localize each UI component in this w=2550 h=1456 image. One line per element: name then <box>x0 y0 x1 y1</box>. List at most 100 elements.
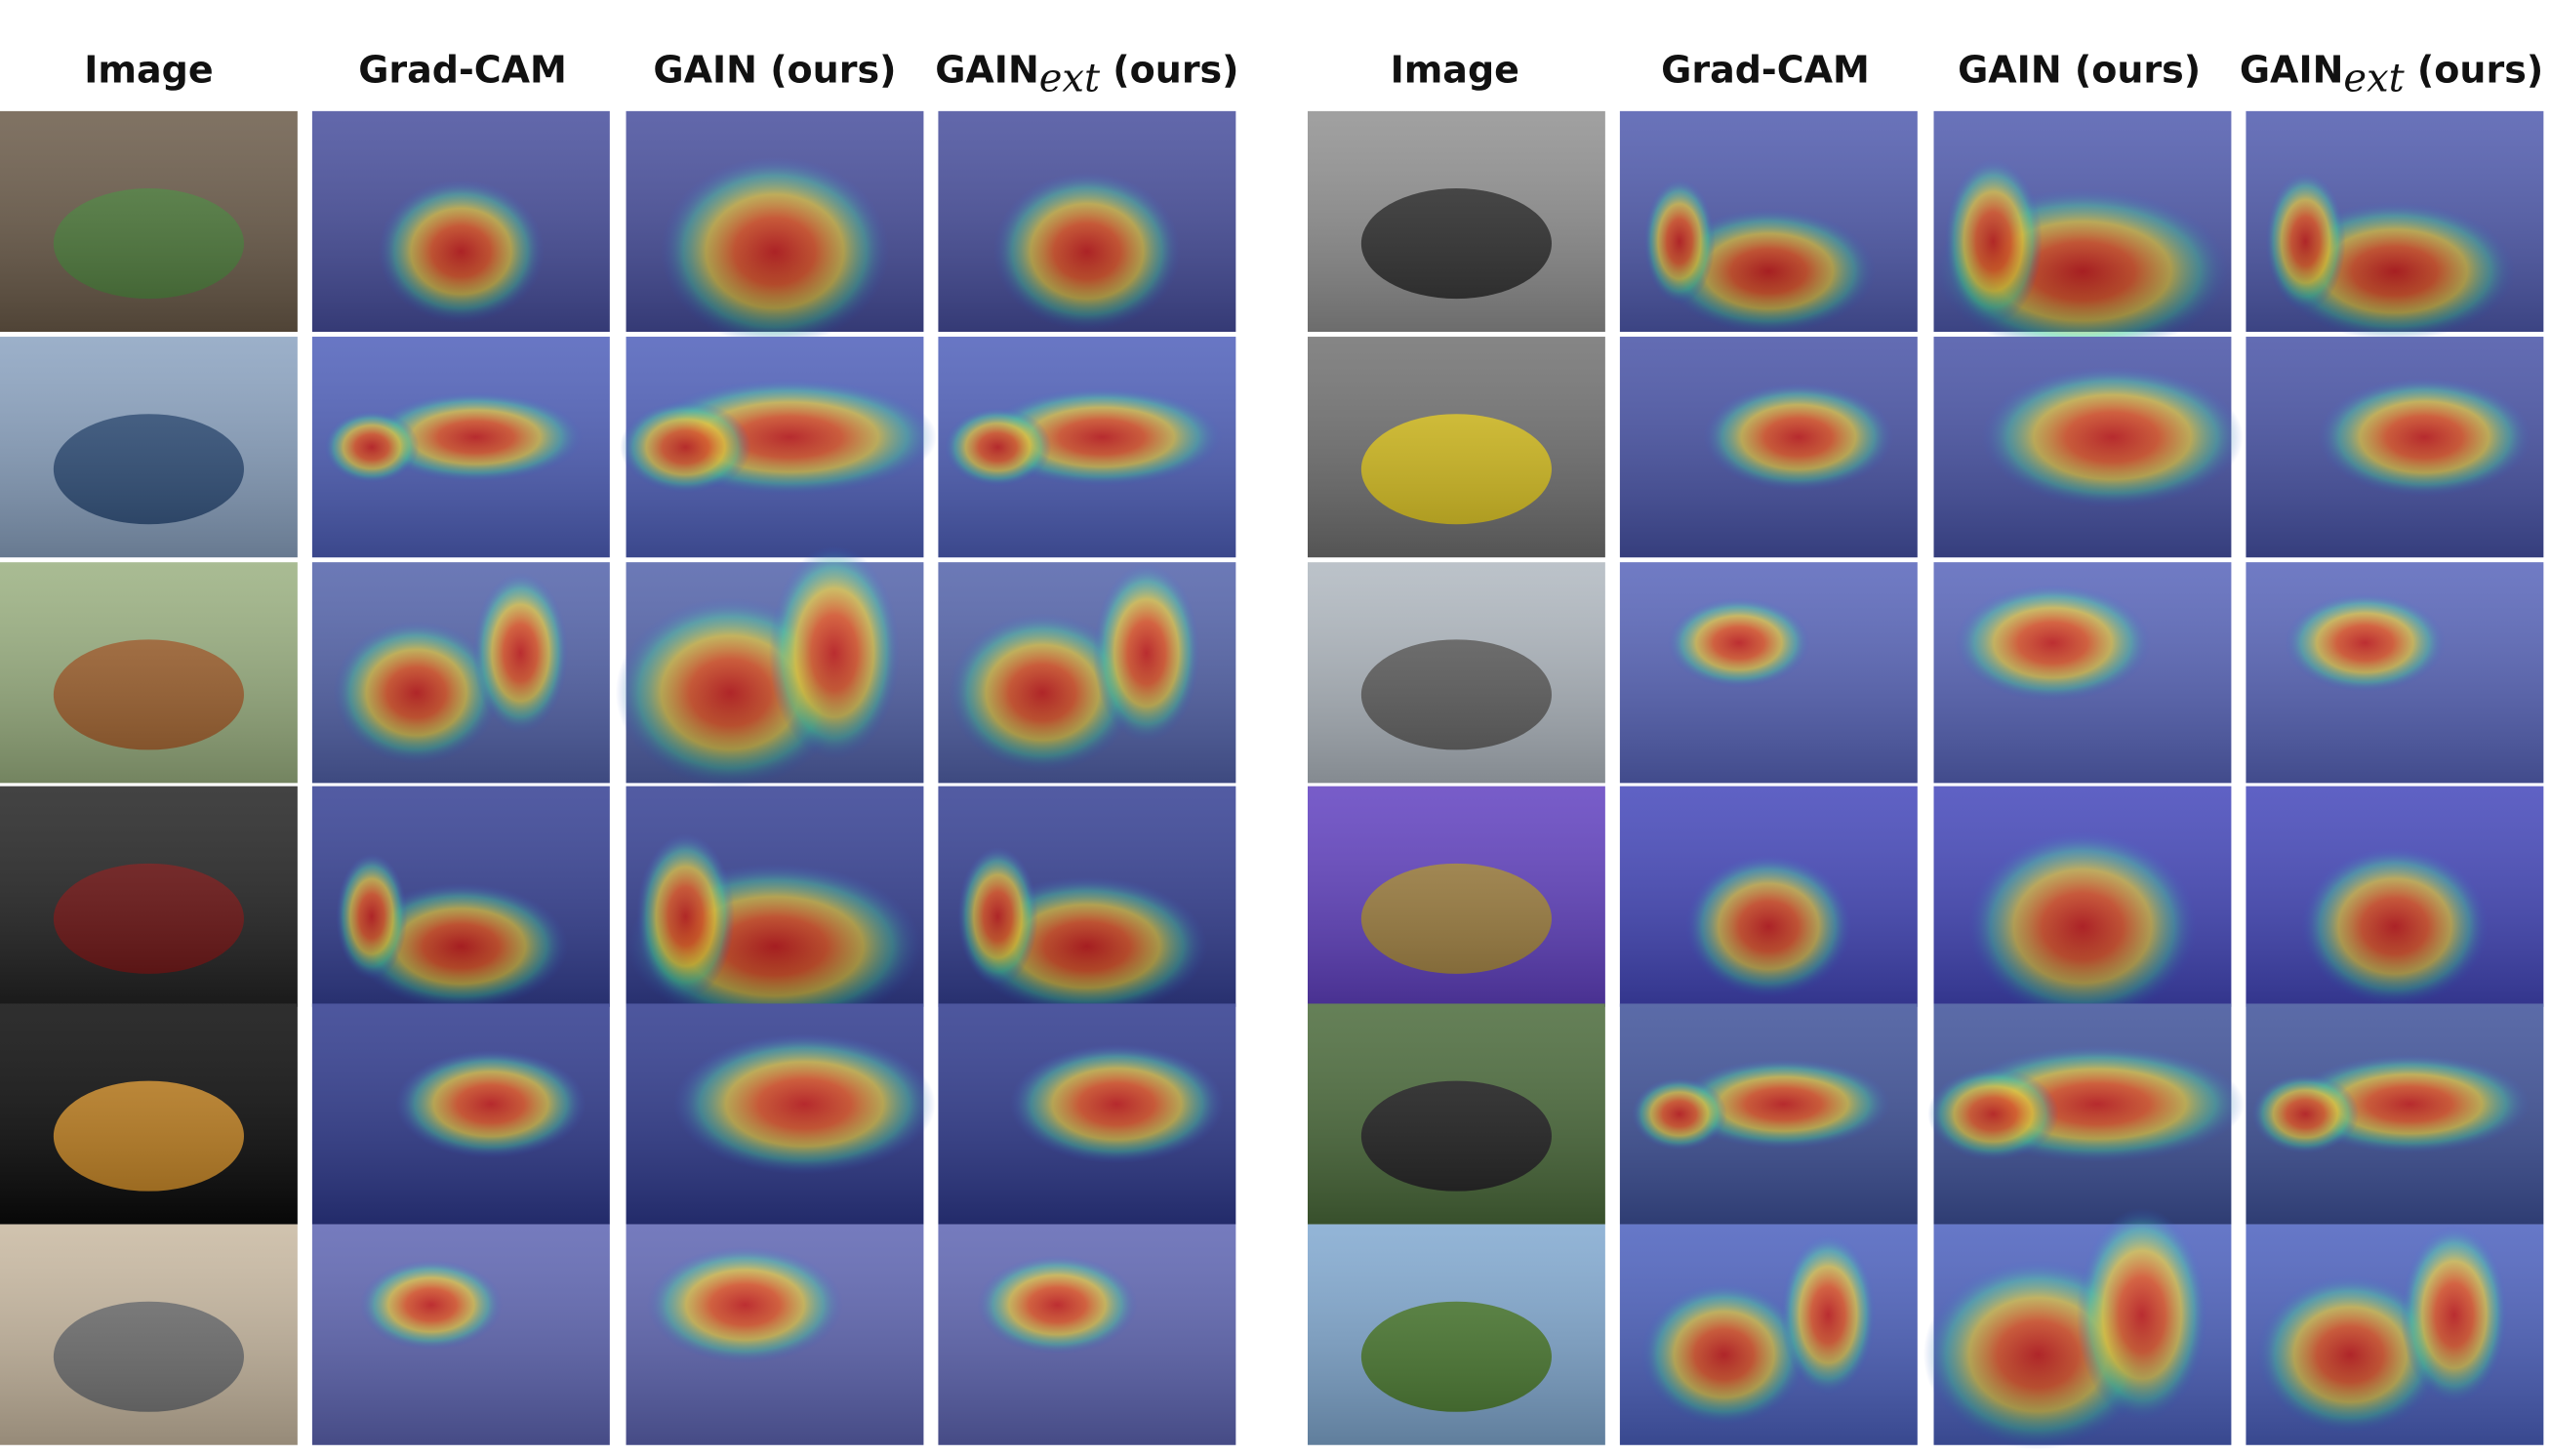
column-header: Image <box>84 48 213 91</box>
image-shade <box>0 1003 298 1225</box>
heatmap <box>1619 786 1918 1007</box>
column-header: Grad-CAM <box>1661 48 1870 91</box>
photo <box>1308 337 1605 558</box>
image-shade <box>0 110 298 333</box>
image-shade <box>938 562 1236 784</box>
image-shade <box>0 786 298 1007</box>
heatmap <box>2246 110 2544 341</box>
image-shade <box>626 110 924 333</box>
image-shade <box>1619 1003 1918 1225</box>
photo <box>0 1003 298 1225</box>
heatmap <box>1933 786 2232 1022</box>
heatmap <box>938 1224 1236 1445</box>
image-shade <box>1308 786 1605 1007</box>
image-shade <box>1933 786 2232 1007</box>
photo <box>1308 562 1605 784</box>
header-subscript: ext <box>1039 57 1101 101</box>
image-shade <box>311 110 610 333</box>
image-shade <box>0 562 298 784</box>
image-shade <box>1933 1224 2232 1445</box>
image-shade <box>1619 1224 1918 1445</box>
image-shade <box>1308 110 1605 333</box>
heatmap <box>2246 337 2544 558</box>
photo <box>0 337 298 558</box>
column-header: GAINext (ours) <box>2240 48 2543 101</box>
heatmap <box>1933 562 2232 784</box>
photo <box>1308 1224 1605 1445</box>
image-shade <box>626 337 924 558</box>
column-header: Grad-CAM <box>358 48 567 91</box>
photo <box>1308 110 1605 333</box>
heatmap <box>2246 562 2544 784</box>
heatmap <box>311 337 610 558</box>
image-shade <box>626 562 924 784</box>
heatmap <box>1619 110 1918 335</box>
heatmap <box>626 1224 924 1445</box>
heatmap <box>938 110 1236 333</box>
photo <box>0 786 298 1007</box>
heatmap <box>311 562 610 784</box>
heatmap <box>1619 1224 1918 1445</box>
photo <box>0 110 298 333</box>
heatmap <box>311 1003 610 1225</box>
image-shade <box>0 337 298 558</box>
image-shade <box>2246 337 2544 558</box>
image-shade <box>0 1224 298 1445</box>
header-text: GAIN (ours) <box>1958 48 2201 91</box>
heatmap <box>626 786 924 1030</box>
image-shade <box>311 562 610 784</box>
image-shade <box>2246 1224 2544 1445</box>
image-shade <box>2246 562 2544 784</box>
column-header: Image <box>1391 48 1519 91</box>
image-shade <box>311 337 610 558</box>
heatmap <box>311 786 610 1009</box>
image-shade <box>1619 110 1918 333</box>
image-shade <box>626 1003 924 1225</box>
column-header: GAIN (ours) <box>1958 48 2201 91</box>
image-shade <box>2246 1003 2544 1225</box>
image-shade <box>2246 110 2544 333</box>
image-shade <box>311 1224 610 1445</box>
image-shade <box>1619 337 1918 558</box>
photo <box>0 1224 298 1445</box>
header-suffix: (ours) <box>2405 48 2543 91</box>
photo <box>1308 786 1605 1007</box>
header-subscript: ext <box>2343 57 2405 101</box>
heatmap <box>1927 1003 2246 1225</box>
heatmap <box>1619 1003 1918 1225</box>
header-text: Image <box>84 48 213 91</box>
image-shade <box>311 786 610 1007</box>
heatmap <box>620 337 938 558</box>
heatmap <box>615 546 924 788</box>
image-shade <box>1933 337 2232 558</box>
heatmap <box>1619 562 1918 784</box>
heatmap <box>626 1003 936 1225</box>
image-shade <box>1933 562 2232 784</box>
image-shade <box>938 1224 1236 1445</box>
header-text: Grad-CAM <box>358 48 567 91</box>
header-suffix: (ours) <box>1100 48 1238 91</box>
image-shade <box>938 1003 1236 1225</box>
image-shade <box>626 786 924 1007</box>
heatmap <box>1923 1207 2232 1450</box>
heatmap <box>2246 1224 2544 1445</box>
image-shade <box>938 110 1236 333</box>
image-shade <box>1933 110 2232 333</box>
image-shade <box>311 1003 610 1225</box>
heatmap <box>938 1003 1236 1225</box>
photo <box>1308 1003 1605 1225</box>
image-shade <box>938 337 1236 558</box>
header-text: GAIN <box>2240 48 2344 91</box>
image-shade <box>1933 1003 2232 1225</box>
heatmap <box>1933 337 2244 558</box>
heatmap <box>311 1224 610 1445</box>
heatmap <box>938 562 1236 784</box>
image-shade <box>1308 337 1605 558</box>
header-text: Grad-CAM <box>1661 48 1870 91</box>
image-shade <box>1308 1224 1605 1445</box>
heatmap <box>2246 1003 2544 1225</box>
heatmap <box>938 337 1236 558</box>
heatmap <box>1933 110 2232 354</box>
